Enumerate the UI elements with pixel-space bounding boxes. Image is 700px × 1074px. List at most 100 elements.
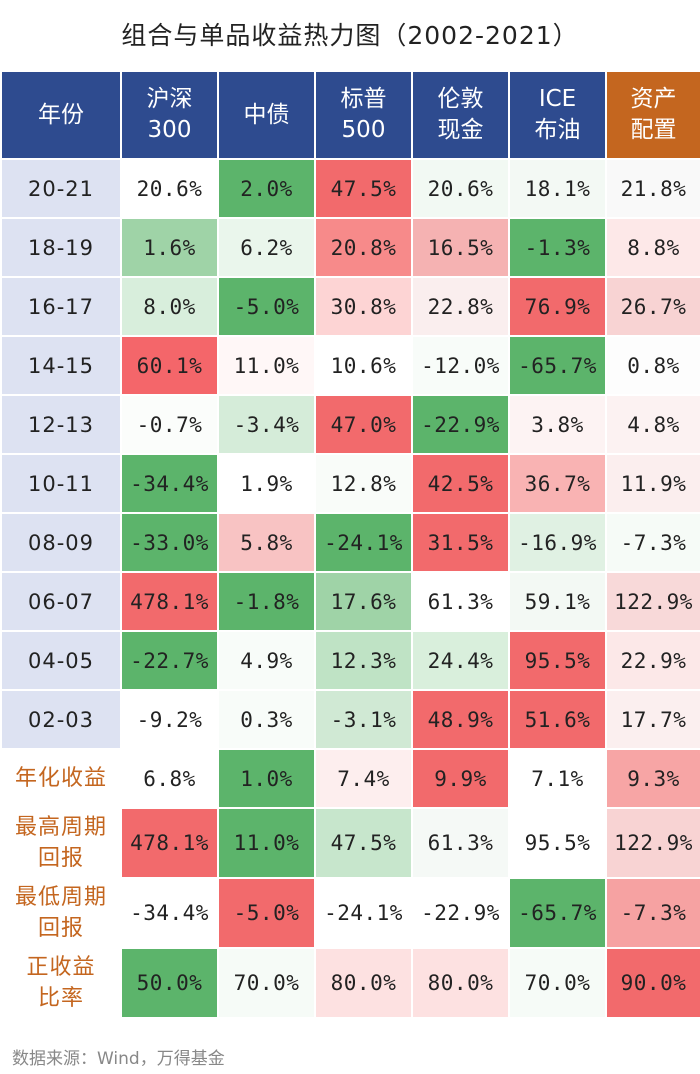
heatmap-cell: 17.6% — [314, 571, 413, 632]
heatmap-cell: 20.6% — [411, 158, 510, 219]
column-header: 资产 配置 — [605, 70, 700, 160]
heatmap-cell: -24.1% — [314, 512, 413, 573]
heatmap-cell: 24.4% — [411, 630, 510, 691]
heatmap-cell: 22.8% — [411, 276, 510, 337]
heatmap-cell: 1.0% — [217, 748, 316, 809]
table-row: 最低周期 回报 -34.4% -5.0% -24.1% -22.9% -65.7% -7.3% — [0, 877, 700, 949]
row-label-line2: 回报 — [37, 916, 84, 941]
table-row: 年化收益 6.8% 1.0% 7.4% 9.9% 7.1% 9.3% — [0, 748, 700, 809]
heatmap-cell: 61.3% — [411, 807, 510, 879]
heatmap-cell: -22.9% — [411, 877, 510, 949]
column-header-line2: 布油 — [534, 117, 581, 143]
heatmap-cell: 7.4% — [314, 748, 413, 809]
heatmap-cell: -1.3% — [508, 217, 607, 278]
table-row: 12-13 -0.7% -3.4% 47.0% -22.9% 3.8% 4.8% — [0, 394, 700, 455]
heatmap-cell: -12.0% — [411, 335, 510, 396]
heatmap-cell: -16.9% — [508, 512, 607, 573]
heatmap-cell: 20.6% — [120, 158, 219, 219]
column-header: 伦敦 现金 — [411, 70, 510, 160]
heatmap-cell: 122.9% — [605, 571, 700, 632]
heatmap-cell: 21.8% — [605, 158, 700, 219]
row-label: 08-09 — [0, 512, 122, 573]
heatmap-cell: 11.0% — [217, 807, 316, 879]
heatmap-cell: -34.4% — [120, 877, 219, 949]
table-row: 02-03 -9.2% 0.3% -3.1% 48.9% 51.6% 17.7% — [0, 689, 700, 750]
heatmap-cell: 76.9% — [508, 276, 607, 337]
heatmap-cell: 59.1% — [508, 571, 607, 632]
row-label-line2: 回报 — [37, 846, 84, 871]
heatmap-cell: -3.4% — [217, 394, 316, 455]
heatmap-cell: 47.5% — [314, 158, 413, 219]
heatmap-cell: 31.5% — [411, 512, 510, 573]
heatmap-cell: 36.7% — [508, 453, 607, 514]
heatmap-cell: -9.2% — [120, 689, 219, 750]
heatmap-body: 20-21 20.6% 2.0% 47.5% 20.6% 18.1% 21.8% 18-19 1… — [0, 158, 700, 1019]
heatmap-cell: 50.0% — [120, 947, 219, 1019]
heatmap-cell: 9.3% — [605, 748, 700, 809]
chart-title: 组合与单品收益热力图（2002-2021） — [121, 21, 579, 50]
row-label: 16-17 — [0, 276, 122, 337]
heatmap-cell: 1.9% — [217, 453, 316, 514]
column-header-line2: 配置 — [630, 117, 677, 143]
heatmap-cell: 8.8% — [605, 217, 700, 278]
heatmap-cell: 42.5% — [411, 453, 510, 514]
heatmap-cell: 61.3% — [411, 571, 510, 632]
table-row: 08-09 -33.0% 5.8% -24.1% 31.5% -16.9% -7.3% — [0, 512, 700, 573]
row-label: 最低周期 回报 — [0, 877, 122, 949]
heatmap-cell: 9.9% — [411, 748, 510, 809]
heatmap-cell: 478.1% — [120, 807, 219, 879]
heatmap-cell: 4.8% — [605, 394, 700, 455]
heatmap-cell: 95.5% — [508, 630, 607, 691]
heatmap-cell: 26.7% — [605, 276, 700, 337]
column-header-line1: 沪深 — [146, 86, 193, 112]
heatmap-cell: 47.5% — [314, 807, 413, 879]
column-header-line2: 500 — [341, 117, 386, 143]
heatmap-cell: 2.0% — [217, 158, 316, 219]
heatmap-cell: -33.0% — [120, 512, 219, 573]
heatmap-cell: 10.6% — [314, 335, 413, 396]
heatmap-cell: -65.7% — [508, 877, 607, 949]
table-row: 18-19 1.6% 6.2% 20.8% 16.5% -1.3% 8.8% — [0, 217, 700, 278]
heatmap-table: 年份 沪深 300 中债 标普 500 伦敦 现金 ICE 布油 资产 配置 20-21 2… — [0, 70, 700, 1019]
table-row: 最高周期 回报 478.1% 11.0% 47.5% 61.3% 95.5% 122.9% — [0, 807, 700, 879]
column-header-line1: 资产 — [630, 86, 677, 112]
row-label: 18-19 — [0, 217, 122, 278]
heatmap-cell: 17.7% — [605, 689, 700, 750]
heatmap-cell: 6.2% — [217, 217, 316, 278]
heatmap-cell: 22.9% — [605, 630, 700, 691]
column-header-line1: 中债 — [243, 101, 290, 128]
header-row: 年份 沪深 300 中债 标普 500 伦敦 现金 ICE 布油 资产 配置 — [0, 70, 700, 160]
heatmap-cell: 80.0% — [411, 947, 510, 1019]
heatmap-cell: 51.6% — [508, 689, 607, 750]
heatmap-cell: -5.0% — [217, 276, 316, 337]
row-label: 正收益 比率 — [0, 947, 122, 1019]
heatmap-cell: -3.1% — [314, 689, 413, 750]
heatmap-cell: 478.1% — [120, 571, 219, 632]
column-header-line2: 现金 — [437, 117, 484, 143]
row-label-line1: 正收益 — [26, 955, 96, 980]
row-label: 02-03 — [0, 689, 122, 750]
column-header-line1: 伦敦 — [437, 86, 484, 112]
heatmap-cell: 60.1% — [120, 335, 219, 396]
heatmap-cell: 0.3% — [217, 689, 316, 750]
heatmap-cell: 70.0% — [217, 947, 316, 1019]
heatmap-cell: 8.0% — [120, 276, 219, 337]
heatmap-cell: 6.8% — [120, 748, 219, 809]
row-label: 20-21 — [0, 158, 122, 219]
row-label: 06-07 — [0, 571, 122, 632]
heatmap-cell: 3.8% — [508, 394, 607, 455]
heatmap-cell: 11.9% — [605, 453, 700, 514]
row-label: 年化收益 — [0, 748, 122, 809]
table-row: 20-21 20.6% 2.0% 47.5% 20.6% 18.1% 21.8% — [0, 158, 700, 219]
heatmap-cell: 11.0% — [217, 335, 316, 396]
heatmap-cell: 80.0% — [314, 947, 413, 1019]
table-row: 06-07 478.1% -1.8% 17.6% 61.3% 59.1% 122.9% — [0, 571, 700, 632]
heatmap-cell: 90.0% — [605, 947, 700, 1019]
table-row: 04-05 -22.7% 4.9% 12.3% 24.4% 95.5% 22.9% — [0, 630, 700, 691]
heatmap-cell: -34.4% — [120, 453, 219, 514]
row-label: 04-05 — [0, 630, 122, 691]
column-header-line2: 300 — [147, 117, 192, 143]
row-label: 14-15 — [0, 335, 122, 396]
heatmap-cell: 1.6% — [120, 217, 219, 278]
heatmap-cell: -7.3% — [605, 877, 700, 949]
